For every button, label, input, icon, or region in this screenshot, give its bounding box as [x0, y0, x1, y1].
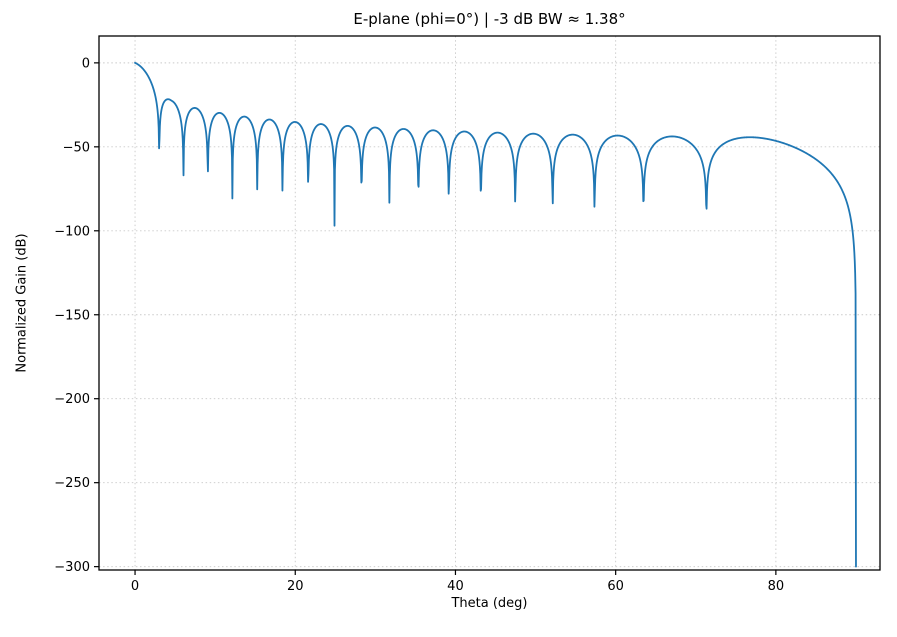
grid [99, 36, 880, 570]
x-tick-label: 80 [768, 579, 785, 594]
x-tick-label: 40 [447, 579, 464, 594]
x-axis-title: Theta (deg) [451, 596, 528, 611]
y-tick-label: −250 [54, 476, 90, 491]
x-tick-label: 0 [131, 579, 139, 594]
gain-curve [134, 61, 857, 568]
x-tick-label: 60 [607, 579, 624, 594]
x-tick-label: 20 [287, 579, 304, 594]
y-tick-label: −150 [54, 308, 90, 323]
y-tick-label: −100 [54, 224, 90, 239]
y-tick-label: −50 [63, 140, 90, 155]
y-tick-label: −200 [54, 392, 90, 407]
ticks: 0 20 40 60 80 0 −50 −100 −150 −200 −250 −300 [54, 56, 784, 594]
chart-title: E-plane (phi=0°) | -3 dB BW ≈ 1.38° [353, 10, 626, 28]
y-tick-label: 0 [82, 56, 90, 71]
axes-spines [98, 35, 881, 571]
y-tick-label: −300 [54, 560, 90, 575]
